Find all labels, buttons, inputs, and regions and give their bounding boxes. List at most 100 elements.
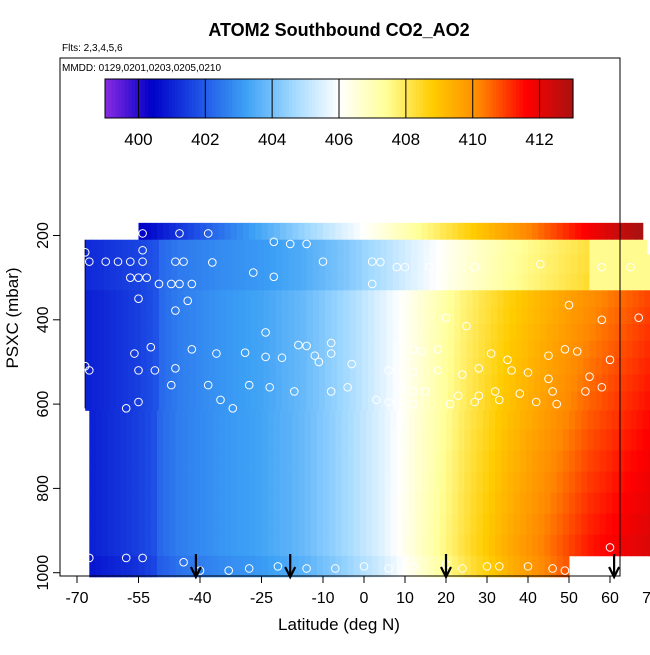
heatmap-cell [478,290,486,308]
colorbar-segment [242,79,246,118]
heatmap-cell [402,534,410,557]
heatmap-cell [245,307,252,325]
heatmap-cell [304,471,312,494]
heatmap-cell [318,254,326,274]
heatmap-cell [605,492,613,515]
heatmap-cell [632,273,640,291]
heatmap-cell [552,324,560,342]
heatmap-cell [583,391,590,411]
heatmap-cell [429,239,437,255]
heatmap-cell [476,513,484,536]
heatmap-cell [288,340,295,359]
heatmap-cell [257,340,265,359]
heatmap-cell [251,290,258,308]
heatmap-cell [359,492,367,515]
heatmap-cell [103,290,111,308]
heatmap-cell [620,374,627,392]
heatmap-cell [128,374,135,392]
observation-point [548,387,557,396]
colorbar-segment [148,79,153,118]
heatmap-cells [84,222,650,578]
heatmap-cell [521,324,529,342]
heatmap-cell [195,254,203,274]
heatmap-cell [255,513,262,536]
heatmap-cell [519,471,527,494]
heatmap-cell [91,254,98,274]
heatmap-cell [550,471,558,494]
heatmap-cell [255,450,262,472]
heatmap-cell [569,492,576,515]
heatmap-cell [165,290,172,308]
heatmap-cell [140,273,148,291]
heatmap-cell [409,222,416,241]
heatmap-cell [245,391,252,411]
heatmap-cell [325,357,332,375]
heatmap-cell [378,534,385,557]
heatmap-cell [470,471,478,494]
heatmap-cell [226,324,234,342]
heatmap-cell [115,357,123,375]
heatmap-cell [300,340,308,359]
heatmap-cell [245,290,252,308]
heatmap-cell [232,290,240,308]
heatmap-cell [128,324,135,342]
colorbar-segment [108,79,113,118]
heatmap-cell [552,357,560,375]
heatmap-cell [593,534,601,557]
heatmap-cell [187,471,195,494]
heatmap-cell [491,357,498,375]
heatmap-cell [491,391,498,411]
observation-point [458,564,467,573]
observation-point [244,564,254,573]
heatmap-cell [286,222,293,241]
heatmap-cell [556,492,564,515]
heatmap-cell [175,471,183,494]
heatmap-cell [113,429,121,451]
heatmap-cell [587,492,595,515]
heatmap-cell [331,357,338,375]
heatmap-cell [300,290,308,308]
heatmap-cell [599,410,607,430]
heatmap-cell [126,555,133,578]
heatmap-cell [171,290,178,308]
heatmap-cell [245,340,252,359]
heatmap-cell [497,357,504,375]
observation-point [134,366,143,375]
heatmap-cell [415,450,422,472]
heatmap-cell [415,534,422,557]
colorbar-segment [232,79,236,118]
observation-point [359,562,369,571]
heatmap-cell [538,534,545,557]
heatmap-cell [466,290,474,308]
heatmap-cell [636,410,644,430]
heatmap-cell [380,273,388,291]
y-tick-label: 600 [35,391,52,418]
heatmap-cell [316,513,324,536]
heatmap-cell [464,222,472,241]
heatmap-cell [156,492,164,515]
heatmap-cell [525,222,533,241]
heatmap-cell [140,290,148,308]
heatmap-cell [433,410,441,430]
colorbar-segment [198,79,203,118]
heatmap-cell [337,357,344,375]
heatmap-cell [282,324,289,342]
heatmap-cell [380,374,388,392]
heatmap-cell [269,340,277,359]
heatmap-cell [544,555,552,578]
heatmap-cell [230,534,238,557]
heatmap-cell [564,290,572,308]
heatmap-cell [337,340,344,359]
heatmap-cell [113,471,121,494]
heatmap-cell [218,492,226,515]
heatmap-cell [439,222,447,241]
heatmap-cell [282,357,289,375]
colorbar-segment [175,79,180,118]
heatmap-cell [97,357,105,375]
x-tick-label: 50 [560,590,578,607]
heatmap-cell [421,222,429,241]
heatmap-cell [107,513,115,536]
heatmap-cell [103,357,111,375]
observation-point [376,257,385,267]
heatmap-cell [396,450,404,472]
